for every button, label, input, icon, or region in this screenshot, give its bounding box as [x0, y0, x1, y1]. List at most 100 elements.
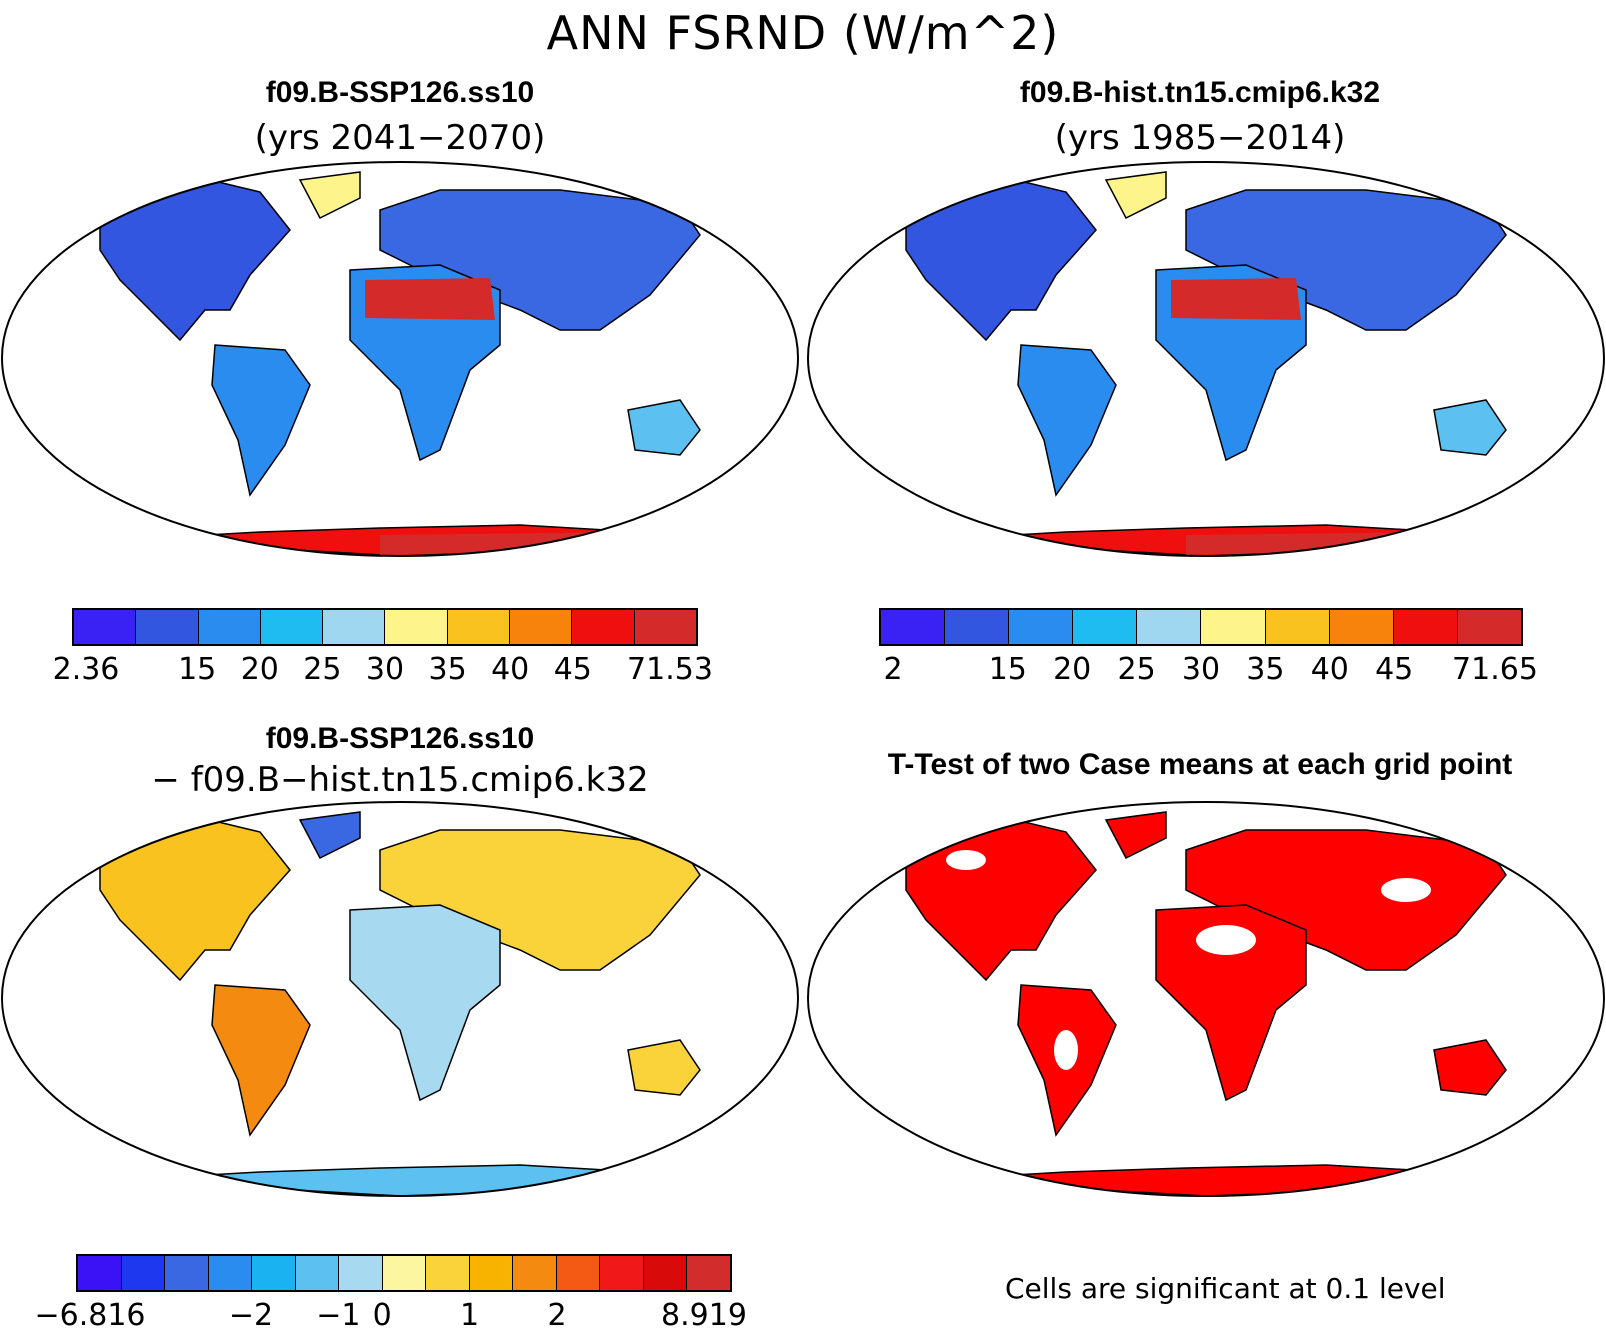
- colorbar-tick-label: 45: [1375, 652, 1414, 687]
- land-region: [1155, 904, 1307, 1102]
- colorbar-swatch: [74, 610, 137, 644]
- map-tl: [0, 160, 800, 558]
- colorbar-tick-label: 20: [240, 652, 279, 687]
- colorbar-swatch: [1457, 610, 1521, 644]
- insignificant-patch: [946, 850, 986, 870]
- significance-note: Cells are significant at 0.1 level: [1005, 1272, 1446, 1305]
- colorbar-tick-label: −6.816: [34, 1298, 146, 1333]
- map-border: [0, 800, 800, 1198]
- panel-br-title: T-Test of two Case means at each grid po…: [887, 748, 1513, 781]
- colorbar-tick-label: 15: [178, 652, 217, 687]
- colorbar-swatch: [1009, 610, 1074, 644]
- insignificant-patch: [1196, 925, 1256, 955]
- colorbar-tick-label: 20: [1053, 652, 1092, 687]
- colorbar-swatch: [572, 610, 635, 644]
- colorbar-swatch: [136, 610, 199, 644]
- panel-bl-case: f09.B-SSP126.ss10: [265, 722, 535, 755]
- colorbar-tick-label: 8.919: [661, 1298, 747, 1333]
- antarctica-region: [380, 532, 690, 555]
- land-region: [211, 344, 311, 497]
- panel-tr-case: f09.B-hist.tn15.cmip6.k32: [1019, 76, 1381, 109]
- colorbar-swatch: [1393, 610, 1458, 644]
- colorbar-tick-label: 30: [1181, 652, 1221, 687]
- map-border: [806, 160, 1606, 558]
- land-region: [1104, 811, 1167, 859]
- sahara-region: [1171, 278, 1301, 320]
- land-region: [1017, 344, 1117, 497]
- colorbar-swatch: [78, 1256, 122, 1290]
- colorbar-swatch: [600, 1256, 644, 1290]
- colorbar-tick-label: −1: [316, 1298, 361, 1333]
- land-region: [99, 819, 291, 982]
- colorbar-swatch: [510, 610, 573, 644]
- map-br: [806, 800, 1606, 1198]
- map-bl: [0, 800, 800, 1198]
- colorbar-tick-label: 71.53: [627, 652, 713, 687]
- colorbar-swatch: [1137, 610, 1202, 644]
- colorbar-swatch: [1201, 610, 1266, 644]
- colorbar-tick-label: 2.36: [52, 652, 120, 687]
- land-region: [298, 171, 361, 219]
- land-region: [627, 1039, 701, 1096]
- colorbar-tl: [72, 608, 698, 646]
- insignificant-patch: [1381, 878, 1431, 902]
- sahara-region: [365, 278, 495, 320]
- colorbar-tick-label: 2: [883, 652, 903, 687]
- colorbar-swatch: [1329, 610, 1394, 644]
- colorbar-swatch: [323, 610, 386, 644]
- colorbar-tick-label: 35: [1246, 652, 1285, 687]
- colorbar-swatch: [634, 610, 696, 644]
- colorbar-tick-label: 40: [491, 652, 530, 687]
- colorbar-bl: [76, 1254, 732, 1292]
- colorbar-tick-label: 2: [547, 1298, 567, 1333]
- colorbar-swatch: [1073, 610, 1138, 644]
- colorbar-swatch: [252, 1256, 296, 1290]
- colorbar-swatch: [295, 1256, 340, 1290]
- colorbar-swatch: [469, 1256, 514, 1290]
- land-region: [905, 179, 1097, 342]
- colorbar-swatch: [208, 1256, 253, 1290]
- colorbar-swatch: [881, 610, 946, 644]
- panel-bl-minus: − f09.B−hist.tn15.cmip6.k32: [151, 760, 649, 800]
- map-border: [806, 800, 1606, 1198]
- colorbar-swatch: [556, 1256, 601, 1290]
- colorbar-tr: [879, 608, 1523, 646]
- colorbar-swatch: [1265, 610, 1330, 644]
- colorbar-swatch: [121, 1256, 166, 1290]
- land-region: [905, 819, 1097, 982]
- land-region: [211, 984, 311, 1137]
- colorbar-swatch: [339, 1256, 383, 1290]
- colorbar-tick-label: 45: [553, 652, 592, 687]
- colorbar-swatch: [513, 1256, 557, 1290]
- colorbar-swatch: [426, 1256, 470, 1290]
- map-tr: [806, 160, 1606, 558]
- colorbar-swatch: [382, 1256, 427, 1290]
- colorbar-swatch: [385, 610, 448, 644]
- colorbar-swatch: [165, 1256, 209, 1290]
- colorbar-swatch: [447, 610, 511, 644]
- colorbar-tick-label: 1: [460, 1298, 480, 1333]
- colorbar-swatch: [643, 1256, 688, 1290]
- colorbar-tick-label: 25: [303, 652, 342, 687]
- map-border: [0, 160, 800, 558]
- land-region: [1433, 1039, 1507, 1096]
- colorbar-swatch: [260, 610, 324, 644]
- land-region: [1104, 171, 1167, 219]
- land-region: [298, 811, 361, 859]
- colorbar-swatch: [945, 610, 1010, 644]
- main-title: ANN FSRND (W/m^2): [546, 6, 1060, 60]
- panel-tr-years: (yrs 1985−2014): [1054, 118, 1346, 158]
- colorbar-tick-label: 0: [372, 1298, 392, 1333]
- land-region: [1433, 399, 1507, 456]
- antarctica-region: [1186, 532, 1496, 555]
- panel-tl-years: (yrs 2041−2070): [254, 118, 546, 158]
- colorbar-tick-label: 40: [1310, 652, 1349, 687]
- land-region: [99, 179, 291, 342]
- colorbar-tick-label: 30: [365, 652, 405, 687]
- colorbar-tick-label: 25: [1117, 652, 1156, 687]
- colorbar-tick-label: 15: [988, 652, 1027, 687]
- insignificant-patch: [1054, 1030, 1078, 1070]
- land-region: [349, 904, 501, 1102]
- colorbar-swatch: [198, 610, 261, 644]
- colorbar-tick-label: −2: [228, 1298, 274, 1333]
